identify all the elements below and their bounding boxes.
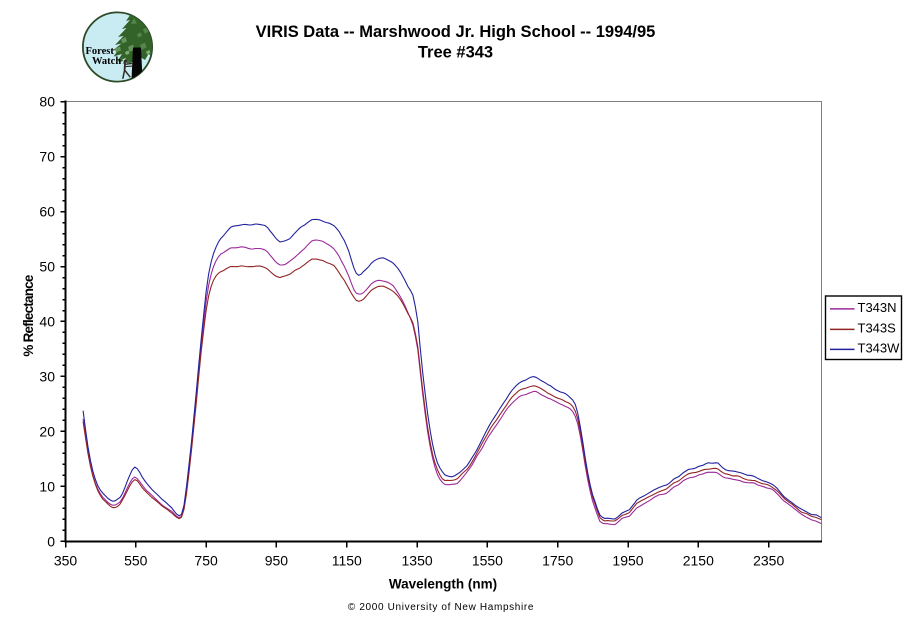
svg-text:T343W: T343W [858,341,901,356]
svg-text:% Reflectance: % Reflectance [21,274,36,356]
svg-text:VIRIS Data -- Marshwood Jr. Hi: VIRIS Data -- Marshwood Jr. High School … [256,23,656,41]
svg-text:T343S: T343S [858,321,897,336]
svg-text:30: 30 [39,369,55,385]
svg-text:Forest: Forest [86,46,115,57]
svg-text:1150: 1150 [332,552,362,568]
svg-text:Watch: Watch [92,56,121,67]
svg-text:60: 60 [39,204,55,220]
svg-text:T343N: T343N [858,300,897,315]
svg-text:20: 20 [39,424,55,440]
svg-text:1550: 1550 [472,552,503,568]
svg-text:80: 80 [39,94,55,110]
svg-text:1750: 1750 [542,552,573,568]
svg-text:10: 10 [39,479,55,495]
svg-text:2150: 2150 [683,552,714,568]
svg-text:70: 70 [39,149,55,165]
svg-text:2350: 2350 [753,552,784,568]
svg-text:Tree #343: Tree #343 [418,44,493,62]
svg-text:550: 550 [124,552,148,568]
svg-text:750: 750 [194,552,218,568]
svg-text:40: 40 [39,314,55,330]
svg-text:50: 50 [39,259,55,275]
svg-text:350: 350 [54,552,78,568]
svg-text:1350: 1350 [402,552,433,568]
svg-text:© 2000 University of New Hamps: © 2000 University of New Hampshire [348,602,534,613]
svg-text:Wavelength (nm): Wavelength (nm) [389,576,497,591]
svg-text:950: 950 [265,552,289,568]
svg-text:1950: 1950 [612,552,643,568]
svg-text:0: 0 [47,534,55,550]
